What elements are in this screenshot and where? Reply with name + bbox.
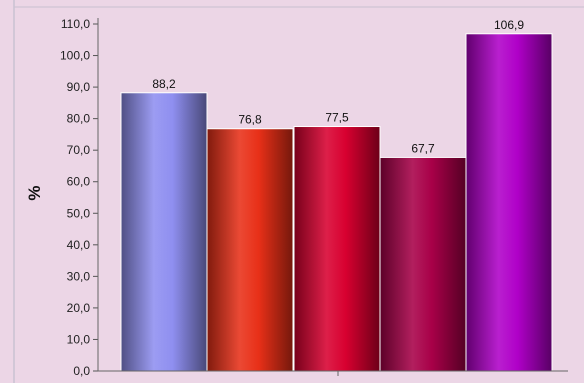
data-label: 106,9 (494, 18, 524, 32)
y-tick-label: 110,0 (61, 17, 90, 31)
y-tick-label: 100,0 (60, 49, 90, 63)
bar (293, 126, 381, 372)
y-axis-ticks: 0,0 10,0 20,0 30,0 40,0 50,0 60,0 70,0 80,0 90,0 1… (60, 17, 98, 378)
data-label: 76,8 (238, 113, 262, 127)
data-label: 77,5 (325, 111, 349, 125)
bar (206, 128, 294, 372)
bar (465, 33, 553, 372)
y-tick-label: 50,0 (67, 206, 91, 220)
y-tick-label: 40,0 (67, 238, 91, 252)
y-tick-label: 0,0 (73, 364, 90, 378)
y-tick-label: 70,0 (67, 143, 91, 157)
bars (120, 33, 553, 372)
y-tick-label: 10,0 (67, 332, 91, 346)
bar (120, 92, 208, 372)
y-tick-label: 80,0 (67, 112, 91, 126)
y-tick-label: 60,0 (67, 175, 91, 189)
bar (379, 156, 467, 372)
data-label: 67,7 (411, 141, 435, 155)
data-labels: 88,2 76,8 77,5 67,7 106,9 (152, 18, 524, 156)
y-tick-label: 20,0 (67, 301, 91, 315)
data-label: 88,2 (152, 77, 176, 91)
y-axis-label: % (25, 185, 44, 200)
y-tick-label: 90,0 (67, 80, 91, 94)
y-tick-label: 30,0 (67, 269, 91, 283)
